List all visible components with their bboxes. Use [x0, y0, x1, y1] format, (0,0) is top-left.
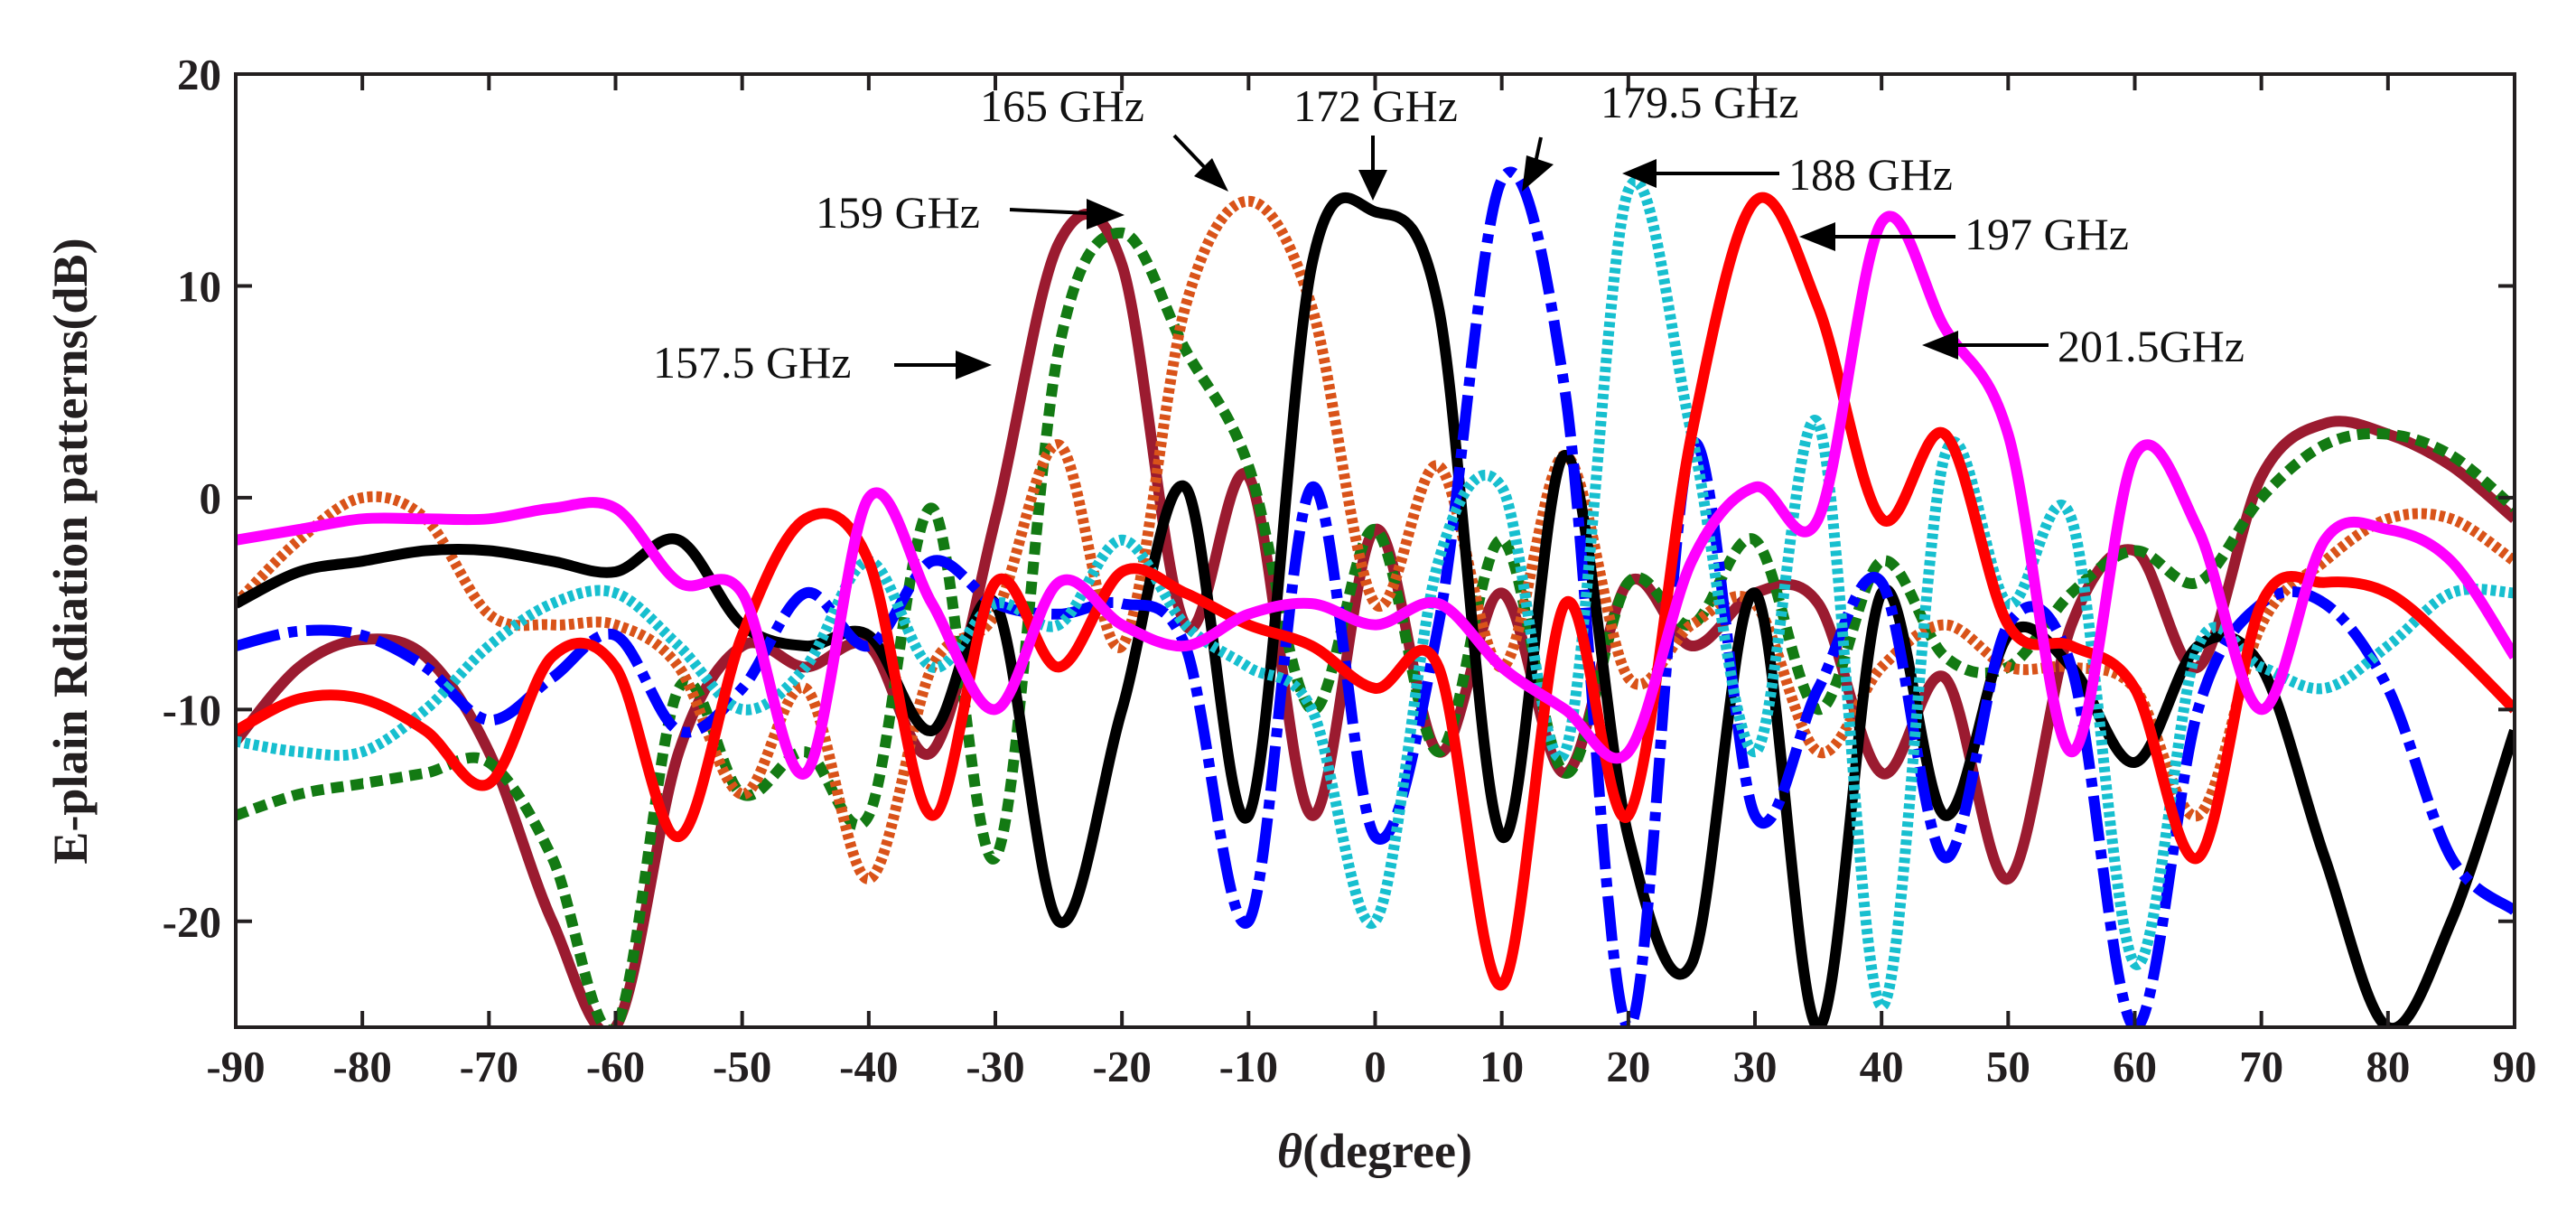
- annotation-159ghz: 159 GHz: [816, 187, 980, 238]
- arrow-201-5ghz-head: [1922, 331, 1958, 360]
- arrow-159ghz-line: [1009, 208, 1089, 215]
- x-tick-label: -40: [839, 1042, 898, 1091]
- arrow-188ghz-head: [1622, 159, 1657, 188]
- x-tick-label: 90: [2493, 1042, 2537, 1091]
- arrow-172ghz-head: [1358, 170, 1387, 201]
- x-tick-label: -20: [1093, 1042, 1152, 1091]
- arrow-159ghz-head: [1087, 199, 1125, 229]
- y-tick-label: 20: [177, 50, 221, 99]
- series-layer: [236, 166, 2515, 1027]
- arrow-179-5ghz-head: [1522, 155, 1554, 192]
- arrow-157-5ghz-head: [956, 351, 992, 379]
- annotation-179-5ghz: 179.5 GHz: [1601, 77, 1798, 127]
- x-tick-label: 20: [1606, 1042, 1650, 1091]
- arrow-197ghz-head: [1799, 222, 1835, 251]
- annotation-layer: 165 GHz 172 GHz 179.5 GHz 188 GHz 159 GH…: [653, 77, 2245, 388]
- annotation-172ghz: 172 GHz: [1293, 80, 1458, 131]
- x-axis-title-text: (degree): [1302, 1124, 1472, 1178]
- x-tick-label: 70: [2239, 1042, 2283, 1091]
- x-axis-title: θ(degree): [1277, 1124, 1472, 1178]
- annotation-188ghz: 188 GHz: [1788, 149, 1953, 200]
- annotation-197ghz: 197 GHz: [1965, 209, 2129, 259]
- annotation-201-5ghz: 201.5GHz: [2058, 321, 2245, 371]
- x-tick-label: 50: [1986, 1042, 2030, 1091]
- annotation-157-5ghz: 157.5 GHz: [653, 337, 851, 388]
- y-axis-title: E-plain Rdiation patterns(dB): [43, 238, 98, 864]
- x-tick-label: -60: [586, 1042, 645, 1091]
- annotation-165ghz: 165 GHz: [980, 80, 1144, 131]
- x-axis-title-symbol: θ: [1277, 1124, 1302, 1178]
- x-tick-label: -80: [333, 1042, 392, 1091]
- x-tick-label: -10: [1219, 1042, 1278, 1091]
- x-tick-label: 10: [1479, 1042, 1524, 1091]
- y-tick-label: 10: [177, 261, 221, 311]
- x-tick-label: -50: [713, 1042, 771, 1091]
- x-tick-label: -30: [966, 1042, 1024, 1091]
- x-tick-label: 30: [1733, 1042, 1778, 1091]
- x-tick-label: -90: [206, 1042, 265, 1091]
- arrow-179-5ghz-line: [1534, 136, 1543, 164]
- x-tick-label: -70: [460, 1042, 518, 1091]
- x-tick-label: 60: [2113, 1042, 2157, 1091]
- x-tick-label: 40: [1860, 1042, 1904, 1091]
- y-tick-label: -10: [163, 685, 221, 734]
- arrow-165ghz-head: [1194, 158, 1228, 192]
- y-tick-label: 0: [200, 473, 222, 523]
- series-line-159ghz: [236, 227, 2515, 1027]
- x-tick-label: 0: [1364, 1042, 1386, 1091]
- y-tick-label: -20: [163, 897, 221, 947]
- series-line-201-5ghz: [236, 211, 2515, 780]
- tick-layer: -90 -80 -70 -60 -50 -40 -30 -20 -10 0 10 20 30 40 50 60…: [163, 50, 2537, 1091]
- x-tick-label: 80: [2366, 1042, 2410, 1091]
